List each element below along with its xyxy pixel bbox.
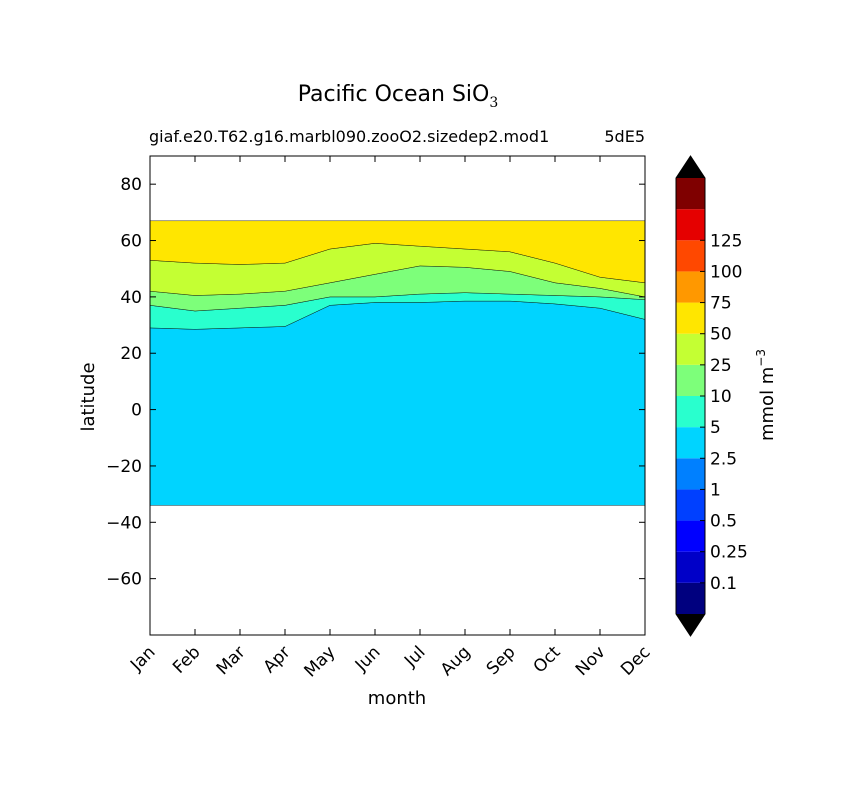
x-tick-label: Dec	[617, 642, 654, 679]
colorbar-tick-label: 75	[710, 294, 732, 314]
colorbar-segment	[676, 396, 705, 428]
subtitle-left: giaf.e20.T62.g16.marbl090.zooO2.sizedep2…	[149, 127, 549, 146]
title-subscript: 3	[489, 95, 498, 111]
colorbar-segment	[676, 458, 705, 490]
x-axis-tick-labels: Jan Feb Mar Apr May Jun Jul Aug Sep Oct Nov Dec	[126, 642, 654, 681]
plot-area	[149, 155, 646, 636]
colorbar-tick-label: 100	[710, 262, 742, 282]
colorbar-tick-label: 2.5	[710, 449, 737, 469]
svg-text:Pacific Ocean SiO3: Pacific Ocean SiO3	[298, 82, 499, 111]
colorbar-tick-label: 10	[710, 387, 732, 407]
y-axis-tick-labels: 80 60 40 20 0 −20 −40 −60	[106, 175, 142, 589]
x-tick-label: Nov	[572, 642, 610, 680]
y-tick-label: 40	[120, 288, 142, 308]
band-1-2.5	[149, 300, 646, 506]
x-tick-label: Feb	[169, 642, 204, 677]
x-tick-label: Apr	[260, 642, 295, 677]
y-tick-label: 80	[120, 175, 142, 195]
colorbar-tick-label: 5	[710, 418, 721, 438]
colorbar-segment	[676, 178, 705, 210]
colorbar-segment	[676, 582, 705, 614]
x-tick-label: Jun	[351, 642, 385, 676]
colorbar-segment	[676, 240, 705, 272]
colorbar-outline	[675, 155, 706, 637]
colorbar-segment	[676, 551, 705, 583]
y-tick-label: 20	[120, 344, 142, 364]
colorbar-tick-label: 125	[710, 231, 742, 251]
y-tick-label: −40	[106, 513, 142, 533]
subtitle-right: 5dE5	[604, 127, 645, 146]
chart-title: Pacific Ocean SiO3	[298, 82, 499, 111]
x-tick-label: May	[301, 642, 340, 681]
y-axis-label: latitude	[78, 362, 99, 431]
colorbar-segment	[676, 271, 705, 303]
colorbar-segment	[676, 209, 705, 241]
contour-bands	[149, 220, 646, 506]
colorbar-segment	[676, 427, 705, 459]
x-tick-label: Aug	[437, 642, 475, 680]
colorbar-segment	[676, 302, 705, 334]
colorbar-segment	[676, 364, 705, 396]
colorbar-extend-min	[676, 614, 705, 636]
y-tick-label: −60	[106, 570, 142, 590]
plot-frame	[149, 155, 646, 636]
title-text: Pacific Ocean SiO	[298, 82, 490, 107]
colorbar-tick-label: 50	[710, 325, 732, 345]
colorbar-segment	[676, 489, 705, 521]
y-tick-label: 0	[131, 401, 142, 421]
colorbar-extend-max	[676, 156, 705, 178]
colorbar-tick-label: 0.25	[710, 543, 748, 563]
x-tick-label: Jan	[126, 642, 159, 675]
colorbar-tick-label: 1	[710, 480, 721, 500]
x-tick-label: Mar	[213, 642, 250, 679]
colorbar-segment	[676, 520, 705, 552]
colorbar-tick-label: 0.1	[710, 574, 737, 594]
colorbar-segment	[676, 333, 705, 365]
colorbar	[675, 155, 706, 637]
x-tick-label: Sep	[483, 642, 520, 679]
x-tick-label: Oct	[530, 642, 565, 677]
colorbar-tick-label: 0.5	[710, 512, 737, 532]
x-axis-label: month	[368, 688, 426, 709]
y-tick-label: 60	[120, 232, 142, 252]
colorbar-label: mmol m−3	[754, 349, 778, 441]
colorbar-tick-label: 25	[710, 356, 732, 376]
x-tick-label: Jul	[400, 642, 429, 671]
y-tick-label: −20	[106, 457, 142, 477]
colorbar-tick-labels: 0.1 0.25 0.5 1 2.5 5 10 25 50 75 100 125	[700, 231, 748, 594]
